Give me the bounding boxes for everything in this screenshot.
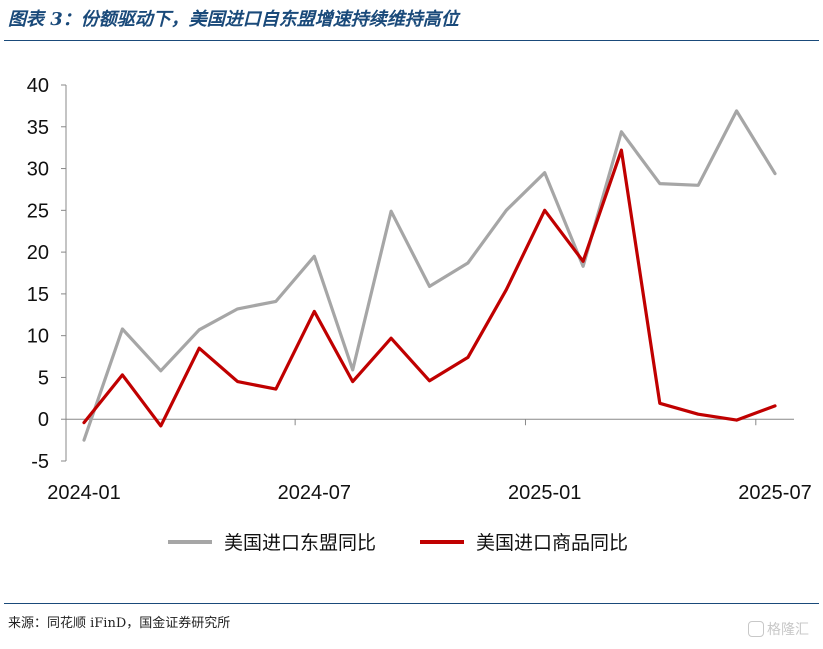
series-line-asean bbox=[82, 109, 777, 442]
series-point-goods bbox=[697, 413, 700, 416]
figure-title: 图表 3：份额驱动下，美国进口自东盟增速持续维持高位 bbox=[8, 9, 459, 30]
y-tick-label: 40 bbox=[27, 75, 49, 97]
series-point-asean bbox=[581, 265, 585, 268]
series-point-asean bbox=[543, 171, 546, 174]
series-point-goods bbox=[620, 148, 623, 152]
series-point-asean bbox=[735, 109, 738, 113]
series-point-goods bbox=[543, 209, 546, 212]
x-tick-label: 2025-01 bbox=[508, 482, 581, 504]
legend-item-goods: 美国进口商品同比 bbox=[420, 528, 628, 555]
series-point-asean bbox=[658, 182, 662, 185]
series-point-asean bbox=[274, 300, 278, 303]
series-point-asean bbox=[697, 184, 700, 187]
y-tick-label: 5 bbox=[38, 367, 49, 389]
legend-swatch-asean bbox=[168, 539, 212, 544]
watermark: 格隆汇 bbox=[748, 619, 809, 639]
series-point-asean bbox=[428, 285, 431, 288]
series-point-goods bbox=[274, 387, 278, 391]
series-point-goods bbox=[466, 356, 470, 359]
legend-label-asean: 美国进口东盟同比 bbox=[224, 532, 377, 554]
series-point-asean bbox=[773, 172, 777, 175]
x-tick-label: 2025-07 bbox=[738, 482, 811, 504]
series-point-asean bbox=[313, 255, 316, 258]
series-point-goods bbox=[581, 260, 585, 263]
series-point-asean bbox=[159, 369, 162, 372]
series-point-asean bbox=[389, 209, 393, 213]
series-point-asean bbox=[351, 368, 354, 372]
series-line-goods bbox=[82, 148, 777, 428]
y-tick-label: 35 bbox=[27, 117, 49, 139]
line-chart: 40 35 30 25 20 15 10 5 0 -5 2024-01 2024-07 2025-01 2… bbox=[27, 75, 812, 504]
legend: 美国进口东盟同比 美国进口商品同比 bbox=[168, 528, 628, 555]
top-rule bbox=[4, 40, 819, 41]
series-layer bbox=[82, 109, 777, 442]
series-point-asean bbox=[236, 307, 239, 311]
x-tick-label: 2024-07 bbox=[278, 482, 351, 504]
series-point-goods bbox=[159, 424, 162, 428]
watermark-logo-icon bbox=[748, 621, 764, 637]
series-point-asean bbox=[466, 261, 470, 265]
series-point-asean bbox=[197, 328, 201, 332]
series-point-goods bbox=[773, 404, 777, 408]
bottom-rule bbox=[4, 603, 819, 604]
legend-label-goods: 美国进口商品同比 bbox=[476, 532, 629, 554]
series-point-goods bbox=[121, 373, 124, 377]
legend-item-asean: 美国进口东盟同比 bbox=[168, 528, 376, 555]
series-point-goods bbox=[197, 347, 201, 350]
series-point-goods bbox=[351, 380, 354, 383]
axes: 40 35 30 25 20 15 10 5 0 -5 2024-01 2024-07 2025-01 2… bbox=[27, 75, 812, 504]
series-point-goods bbox=[428, 379, 431, 382]
series-point-goods bbox=[82, 421, 86, 424]
y-tick-label: 0 bbox=[38, 409, 49, 431]
y-tick-label: 10 bbox=[27, 326, 49, 348]
y-tick-label: 30 bbox=[27, 159, 49, 181]
series-point-goods bbox=[236, 380, 239, 383]
y-tick-label: 20 bbox=[27, 242, 49, 264]
watermark-text: 格隆汇 bbox=[767, 622, 809, 638]
series-point-goods bbox=[735, 418, 738, 422]
source-note: 来源：同花顺 iFinD，国金证券研究所 bbox=[8, 616, 231, 631]
series-point-asean bbox=[505, 209, 508, 212]
series-point-goods bbox=[505, 288, 508, 291]
series-point-goods bbox=[658, 402, 662, 405]
series-point-goods bbox=[313, 310, 316, 313]
y-tick-label: -5 bbox=[31, 451, 49, 473]
y-tick-label: 15 bbox=[27, 284, 49, 306]
x-tick-label: 2024-01 bbox=[47, 482, 120, 504]
legend-swatch-goods bbox=[420, 539, 465, 544]
y-tick-label: 25 bbox=[27, 200, 49, 222]
series-point-asean bbox=[121, 327, 124, 331]
series-point-asean bbox=[82, 438, 86, 442]
series-point-asean bbox=[620, 130, 623, 133]
series-point-goods bbox=[389, 336, 393, 340]
